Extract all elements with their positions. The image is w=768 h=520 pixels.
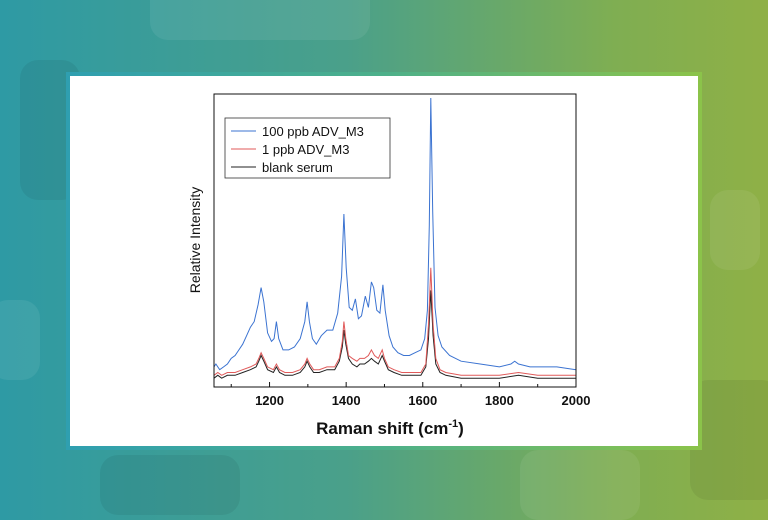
background-shape: [690, 380, 768, 500]
x-tick-label: 1200: [255, 393, 284, 408]
raman-spectrum-chart: 1200 1400 1600 1800 2000 Relative Intensity …: [187, 93, 591, 438]
legend-label: blank serum: [262, 160, 333, 175]
legend-label: 100 ppb ADV_M3: [262, 124, 364, 139]
x-tick-label: 1800: [485, 393, 514, 408]
figure-card: 1200 1400 1600 1800 2000 Relative Intensity …: [66, 72, 702, 450]
x-tick-label: 2000: [562, 393, 591, 408]
legend: 100 ppb ADV_M3 1 ppb ADV_M3 blank serum: [224, 117, 391, 179]
x-tick-label: 1600: [408, 393, 437, 408]
x-axis-label-end: ): [458, 419, 464, 438]
x-axis-label-sup: -1: [448, 418, 458, 430]
background-shape: [150, 0, 370, 40]
y-axis-label: Relative Intensity: [187, 187, 203, 294]
series-line-100-ppb-adv-m3: [213, 97, 577, 371]
series-line-1-ppb-adv-m3: [213, 267, 576, 376]
legend-box: [224, 117, 391, 179]
x-tick-label: 1400: [332, 393, 361, 408]
background-shape: [520, 450, 640, 520]
background-shape: [0, 300, 40, 380]
background-shape: [100, 455, 240, 515]
series-line-blank-serum: [213, 290, 576, 379]
plot-area-border: [213, 93, 577, 388]
x-axis-label-main: Raman shift (cm: [316, 419, 448, 438]
background-shape: [710, 190, 760, 270]
x-axis-label: Raman shift (cm-1): [316, 418, 464, 438]
legend-label: 1 ppb ADV_M3: [262, 142, 349, 157]
